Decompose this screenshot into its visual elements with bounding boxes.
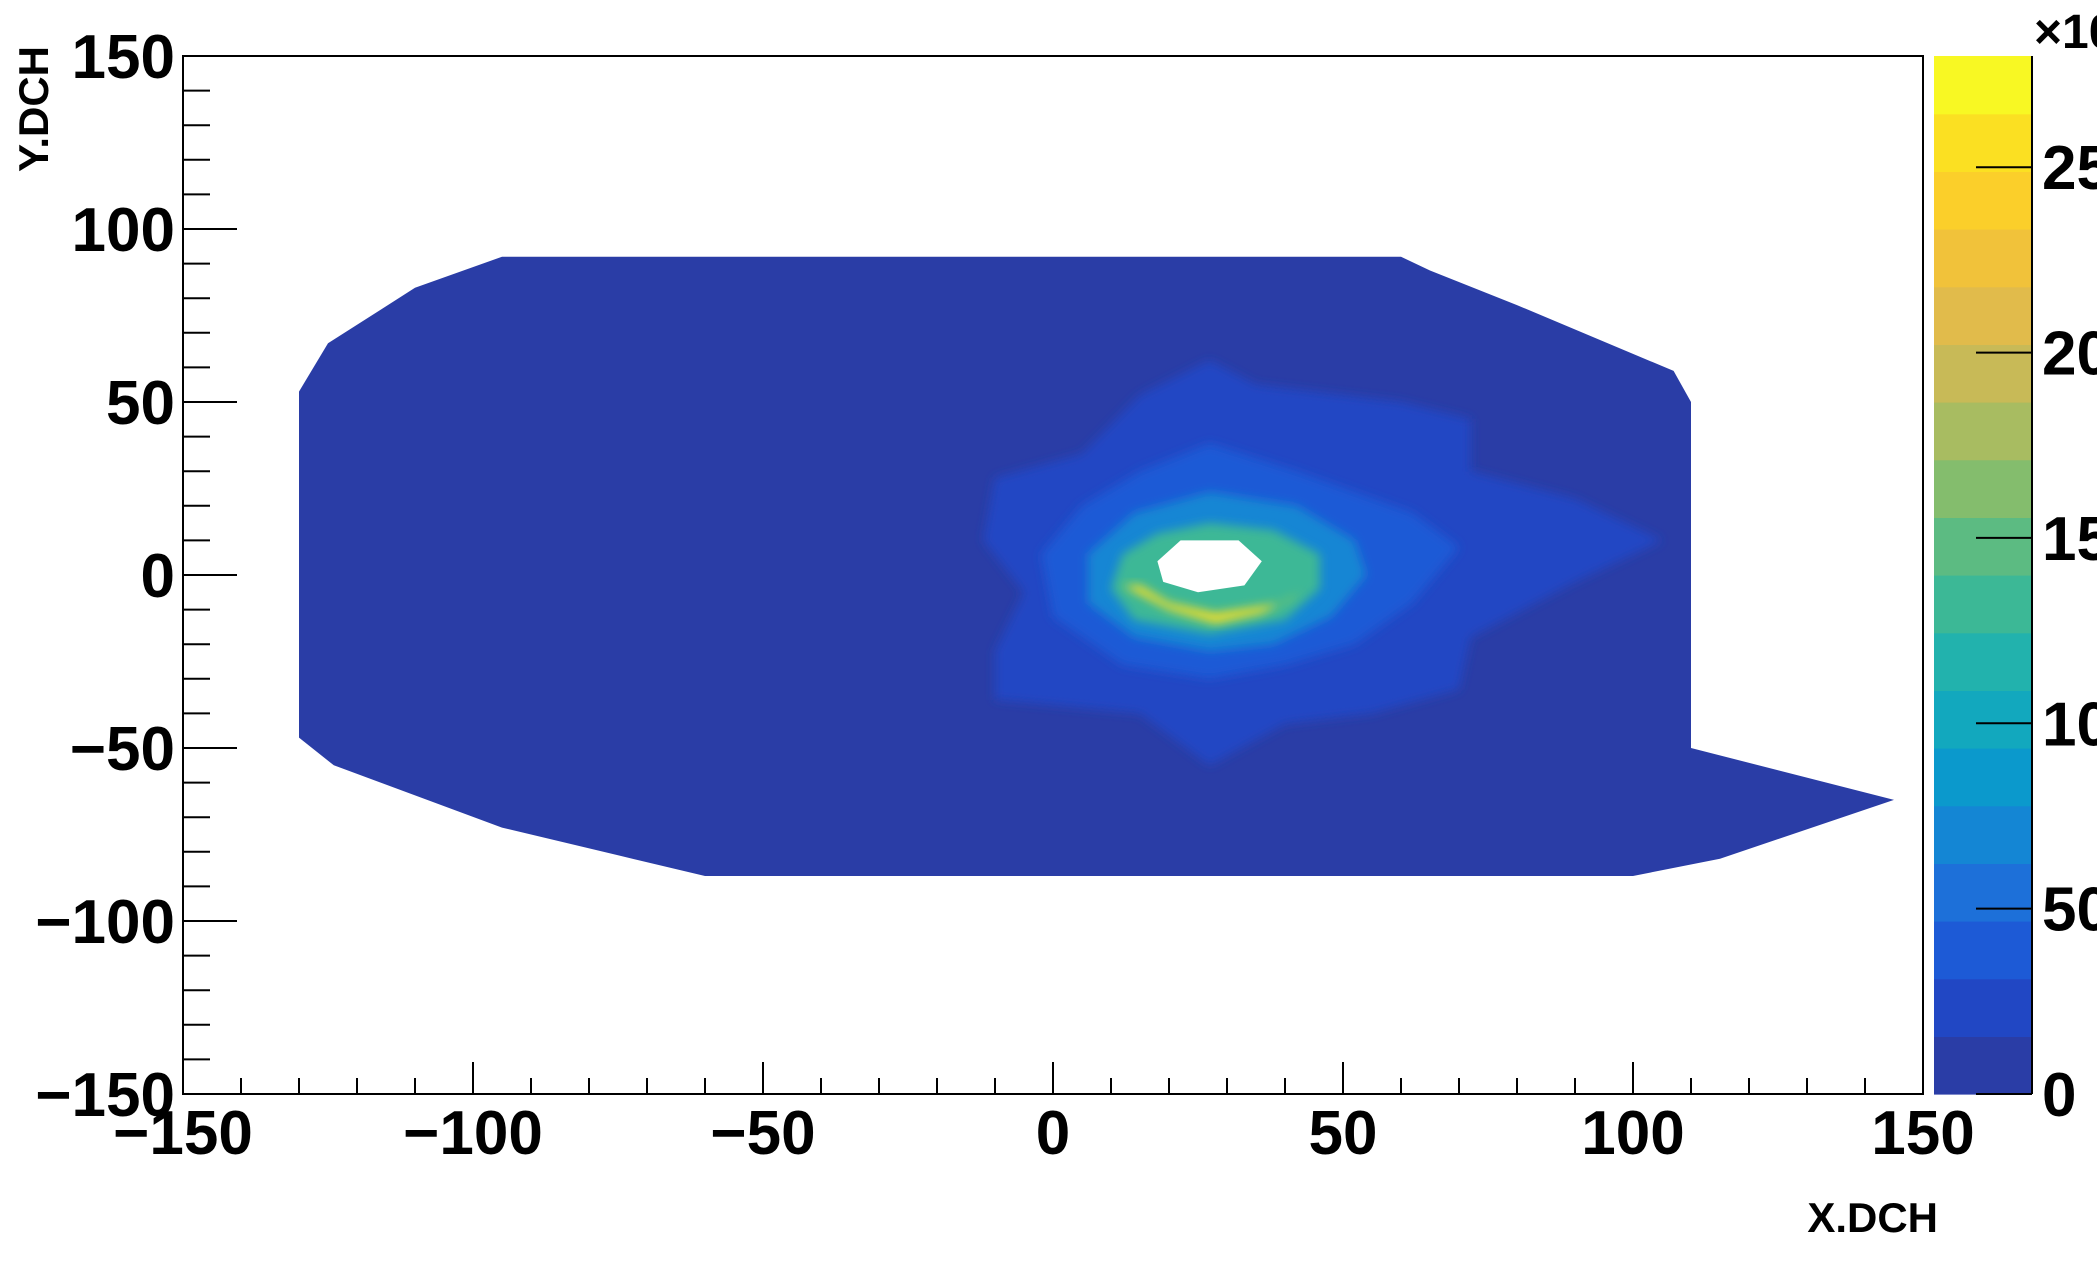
- heatmap-layer: [299, 256, 1894, 876]
- x-tick-label: −50: [710, 1099, 815, 1168]
- colorbar-swatch: [1934, 286, 2032, 345]
- colorbar-tick-label: 50: [2042, 876, 2097, 945]
- colorbar-tick-label: 200: [2042, 320, 2097, 389]
- colorbar-swatch: [1934, 113, 2032, 172]
- x-tick-label: −100: [403, 1099, 543, 1168]
- colorbar-swatch: [1934, 171, 2032, 230]
- colorbar-swatch: [1934, 921, 2032, 980]
- colorbar-swatch: [1934, 459, 2032, 518]
- colorbar-swatch: [1934, 748, 2032, 807]
- x-tick-label: 50: [1309, 1099, 1378, 1168]
- heat-hole: [1157, 540, 1262, 593]
- colorbar-swatch: [1934, 1036, 2032, 1095]
- y-tick-label: 150: [72, 23, 175, 92]
- y-tick-label: 0: [141, 542, 175, 611]
- colorbar: 0 50 100 150 200 250: [1934, 56, 2097, 1130]
- y-tick-label: −50: [70, 715, 175, 784]
- x-tick-label: −150: [113, 1099, 253, 1168]
- y-tick-label: 50: [106, 369, 175, 438]
- x-axis-label: X.DCH: [1807, 1194, 1938, 1241]
- heat-region-hot-arc: [1122, 585, 1303, 624]
- colorbar-swatch: [1934, 632, 2032, 691]
- colorbar-swatch: [1934, 863, 2032, 922]
- colorbar-swatch: [1934, 344, 2032, 403]
- colorbar-swatch: [1934, 805, 2032, 864]
- x-tick-label: 150: [1871, 1099, 1974, 1168]
- y-axis: −150 −100 −50 0 50 100 150: [35, 23, 237, 1130]
- colorbar-swatch: [1934, 978, 2032, 1037]
- y-tick-label: −150: [35, 1061, 175, 1130]
- x-axis: −150 −100 −50 0 50 100 150: [113, 1062, 1975, 1168]
- colorbar-exponent: ×10: [2034, 6, 2097, 59]
- colorbar-swatch: [1934, 56, 2032, 115]
- colorbar-tick-label: 0: [2042, 1061, 2076, 1130]
- colorbar-swatch: [1934, 402, 2032, 461]
- x-tick-label: 100: [1581, 1099, 1684, 1168]
- y-tick-label: −100: [35, 888, 175, 957]
- colorbar-swatch: [1934, 690, 2032, 749]
- colorbar-tick-label: 250: [2042, 134, 2097, 203]
- colorbar-swatch: [1934, 575, 2032, 634]
- colorbar-tick-label: 100: [2042, 690, 2097, 759]
- colorbar-swatch: [1934, 517, 2032, 576]
- y-axis-label: Y.DCH: [10, 46, 57, 172]
- x-tick-label: 0: [1036, 1099, 1070, 1168]
- y-tick-label: 100: [72, 196, 175, 265]
- colorbar-tick-label: 150: [2042, 505, 2097, 574]
- colorbar-swatch: [1934, 229, 2032, 288]
